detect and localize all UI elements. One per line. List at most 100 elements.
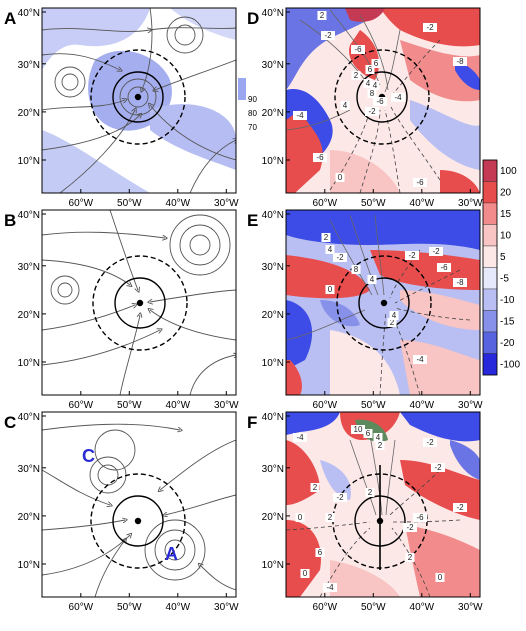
contour-label: 6 xyxy=(366,429,371,438)
contour-label: -4 xyxy=(416,355,424,364)
colorbar-segment xyxy=(482,224,498,247)
contour-label-bg xyxy=(423,23,437,32)
contour-label-bg xyxy=(389,311,399,320)
y-tick-label: 40°N xyxy=(18,412,40,423)
contour-label-bg xyxy=(370,81,380,90)
colorbar-label: -10 xyxy=(500,295,515,306)
contour-label: -4 xyxy=(394,93,402,102)
contour-label: 2 xyxy=(390,318,395,327)
contour-label: 4 xyxy=(366,79,371,88)
contour-label-bg xyxy=(351,425,365,434)
contour-label: -2 xyxy=(408,251,416,260)
contour-label: 0 xyxy=(303,569,308,578)
outer-circle-b xyxy=(92,255,188,351)
colorbar-label: 10 xyxy=(500,230,512,241)
shade-legend-label: 70 xyxy=(248,123,257,132)
panel-label-b: B xyxy=(4,211,16,230)
colorbar-segment xyxy=(482,159,498,182)
x-tick-label: 50°W xyxy=(117,602,142,613)
contour-label-bg xyxy=(321,31,335,40)
y-tick-label: 40°N xyxy=(262,412,284,423)
y-tick-label: 10°N xyxy=(262,358,284,369)
contour-label: 8 xyxy=(354,265,359,274)
contour-label-bg xyxy=(317,11,327,20)
inner-circle-b xyxy=(114,277,166,329)
contour-label-bg xyxy=(453,57,467,66)
contour-label: -2 xyxy=(426,438,434,447)
inner-circle-d xyxy=(356,71,408,123)
y-tick-label: 20°N xyxy=(18,108,40,119)
colorbar-segment xyxy=(482,288,498,311)
x-tick-label: 30°W xyxy=(458,198,483,209)
contour-label: 6 xyxy=(318,548,323,557)
shade-legend-a: 90 80 70 xyxy=(238,78,257,132)
x-tick-label: 60°W xyxy=(69,400,94,411)
contour-label-bg xyxy=(325,245,335,254)
axis-ticks: 60°W 50°W 40°W 30°W 40°N 30°N 20°N 10°N xyxy=(262,210,483,411)
colorbar-label: 20 xyxy=(500,187,512,198)
colorbar-segment xyxy=(482,202,498,225)
contour-label-bg xyxy=(371,59,381,68)
x-tick-label: 40°W xyxy=(410,198,435,209)
contour-label: 10 xyxy=(354,425,363,434)
colorbar-segment xyxy=(482,267,498,290)
y-tick-label: 30°N xyxy=(18,464,40,475)
inner-circle-c xyxy=(112,495,164,547)
contour-label: 2 xyxy=(354,71,359,80)
center-marker-f xyxy=(376,517,384,525)
contour-label-bg xyxy=(405,251,419,260)
x-tick-label: 50°W xyxy=(361,602,386,613)
y-tick-label: 30°N xyxy=(18,262,40,273)
inner-circle-e xyxy=(358,277,410,329)
contour-label: 4 xyxy=(343,101,348,110)
x-tick-label: 50°W xyxy=(361,198,386,209)
inner-circle-a xyxy=(112,71,164,123)
axis-ticks: 60°W 50°W 40°W 30°W 40°N 30°N 20°N 10°N xyxy=(18,412,239,613)
contour-label: -4 xyxy=(326,583,334,592)
x-tick-label: 60°W xyxy=(69,198,94,209)
outer-circle-e xyxy=(336,255,432,351)
center-marker-e xyxy=(380,299,388,307)
x-tick-label: 40°W xyxy=(166,198,191,209)
cyclone-marker-c: C xyxy=(82,446,95,466)
y-tick-label: 30°N xyxy=(262,60,284,71)
contour-label: 2 xyxy=(368,488,373,497)
y-tick-label: 30°N xyxy=(18,60,40,71)
y-tick-label: 10°N xyxy=(18,560,40,571)
contour-label: -6 xyxy=(376,97,384,106)
x-tick-label: 50°W xyxy=(361,400,386,411)
colorbar-label: 100 xyxy=(500,166,517,177)
contour-label-bg xyxy=(429,247,443,256)
contour-label: 8 xyxy=(370,89,375,98)
contour-label: -2 xyxy=(406,523,414,532)
contour-label-bg xyxy=(351,71,361,80)
inner-circle-f xyxy=(354,495,406,547)
contour-label: 2 xyxy=(408,553,413,562)
contour-label-bg xyxy=(300,569,310,578)
contour-label: -2 xyxy=(324,31,332,40)
contour-label-bg xyxy=(413,178,427,187)
contour-label-bg xyxy=(363,429,373,438)
contour-label-bg xyxy=(373,433,383,442)
contour-label-bg xyxy=(387,318,397,327)
x-tick-label: 60°W xyxy=(313,602,338,613)
contour-label: 4 xyxy=(373,81,378,90)
contour-label-bg xyxy=(323,583,337,592)
contour-label-bg xyxy=(351,265,361,274)
y-tick-label: 10°N xyxy=(18,156,40,167)
y-tick-label: 40°N xyxy=(262,8,284,19)
y-tick-label: 10°N xyxy=(18,358,40,369)
y-tick-label: 20°N xyxy=(18,512,40,523)
y-tick-label: 10°N xyxy=(262,156,284,167)
y-tick-label: 40°N xyxy=(18,210,40,221)
colorbar-segment xyxy=(482,353,498,376)
shade-legend-label: 80 xyxy=(248,109,257,118)
contour-label-bg xyxy=(325,513,335,522)
contour-label-bg xyxy=(367,89,377,98)
x-tick-label: 50°W xyxy=(117,198,142,209)
contour-label: -4 xyxy=(296,433,304,442)
contour-label-bg xyxy=(453,503,467,512)
